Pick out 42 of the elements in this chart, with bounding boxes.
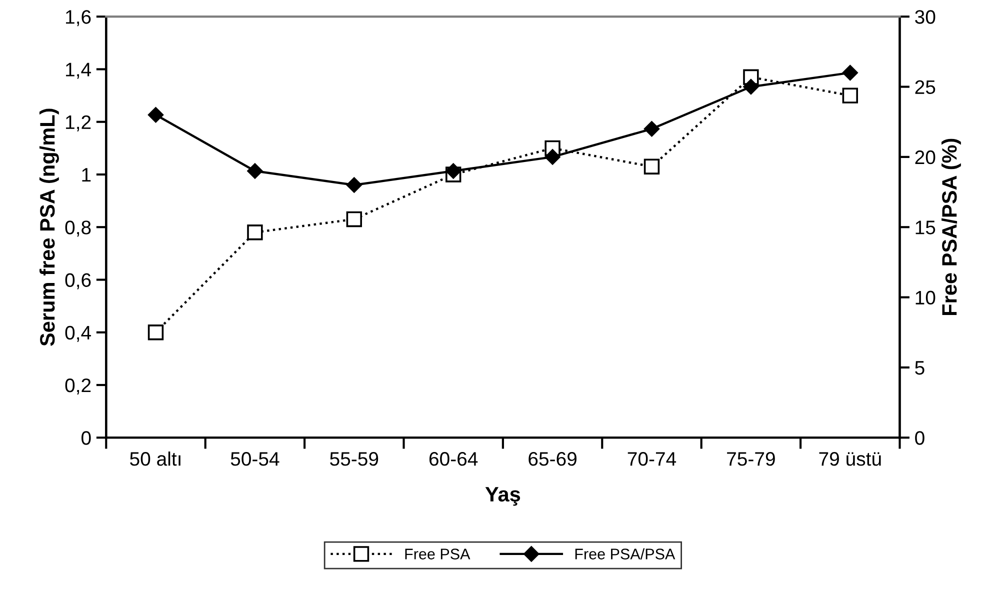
point [743,78,759,95]
y-tick-label: 1,6 [66,10,91,26]
legend-label: Free PSA/PSA [575,548,676,560]
point [346,211,362,228]
y2-tick-label: 0 [915,431,924,445]
y2-tick-label: 20 [915,150,936,164]
legend-label: Free PSA [405,548,470,560]
y2-tick-label: 30 [915,10,936,24]
y-tick-label: 0,8 [65,220,91,237]
point [148,107,164,123]
point [544,149,560,165]
point [148,324,164,340]
point [247,224,263,240]
y2-tick-label: 5 [915,361,924,375]
x-tick-label: 79 üstü [819,452,881,466]
y2-axis-title: Free PSA/PSA (%) [942,138,961,316]
y-tick-label: 0 [82,431,91,445]
point [247,163,263,179]
y-tick-label: 1,4 [66,62,91,79]
x-tick-label: 55-59 [330,452,378,466]
point [644,158,660,174]
y2-tick-label: 25 [915,80,936,94]
y2-tick-label: 10 [916,290,936,305]
x-tick-label: 65-69 [528,452,576,466]
y-tick-label: 1 [82,168,91,182]
point [842,88,858,104]
x-tick-label: 50 altı [130,452,180,466]
y2-tick-label: 15 [916,220,936,234]
point [842,64,858,81]
point [446,163,462,179]
point [644,121,660,137]
x-axis-title: Yaş [485,487,520,506]
y-tick-label: 1,2 [66,115,91,132]
point [346,177,362,193]
x-tick-label: 75-79 [727,452,775,466]
x-tick-label: 70-74 [628,452,676,466]
x-tick-label: 60-64 [429,452,478,466]
y-tick-label: 0,4 [65,326,91,342]
y-tick-label: 0,6 [65,273,91,290]
x-tick-label: 50-54 [230,452,280,466]
y-tick-label: 0,2 [65,378,91,395]
y-axis-title: Serum free PSA (ng/mL) [39,108,59,346]
